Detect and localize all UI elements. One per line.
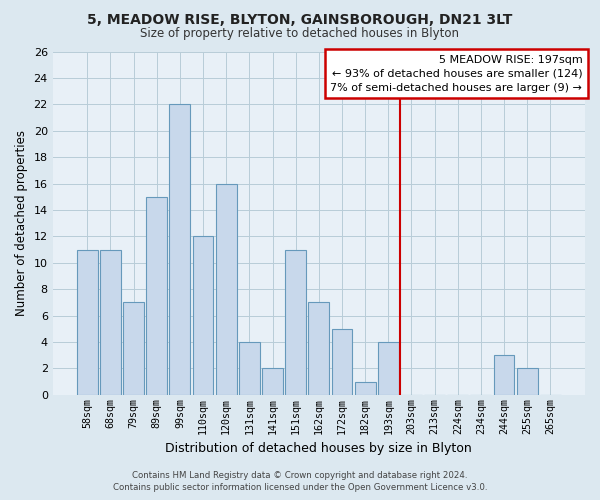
Bar — [169, 104, 190, 395]
Text: Size of property relative to detached houses in Blyton: Size of property relative to detached ho… — [140, 28, 460, 40]
Bar — [262, 368, 283, 395]
Y-axis label: Number of detached properties: Number of detached properties — [15, 130, 28, 316]
Bar — [100, 250, 121, 395]
Bar — [123, 302, 144, 395]
Bar — [285, 250, 306, 395]
Text: 5, MEADOW RISE, BLYTON, GAINSBOROUGH, DN21 3LT: 5, MEADOW RISE, BLYTON, GAINSBOROUGH, DN… — [88, 12, 512, 26]
Bar — [77, 250, 98, 395]
Bar — [332, 329, 352, 395]
Bar — [216, 184, 236, 395]
Bar — [193, 236, 214, 395]
Bar — [355, 382, 376, 395]
Text: 5 MEADOW RISE: 197sqm
← 93% of detached houses are smaller (124)
7% of semi-deta: 5 MEADOW RISE: 197sqm ← 93% of detached … — [331, 55, 583, 93]
Bar — [494, 356, 514, 395]
Bar — [308, 302, 329, 395]
Bar — [239, 342, 260, 395]
Bar — [517, 368, 538, 395]
Bar — [378, 342, 399, 395]
Bar — [146, 197, 167, 395]
X-axis label: Distribution of detached houses by size in Blyton: Distribution of detached houses by size … — [166, 442, 472, 455]
Text: Contains HM Land Registry data © Crown copyright and database right 2024.
Contai: Contains HM Land Registry data © Crown c… — [113, 471, 487, 492]
